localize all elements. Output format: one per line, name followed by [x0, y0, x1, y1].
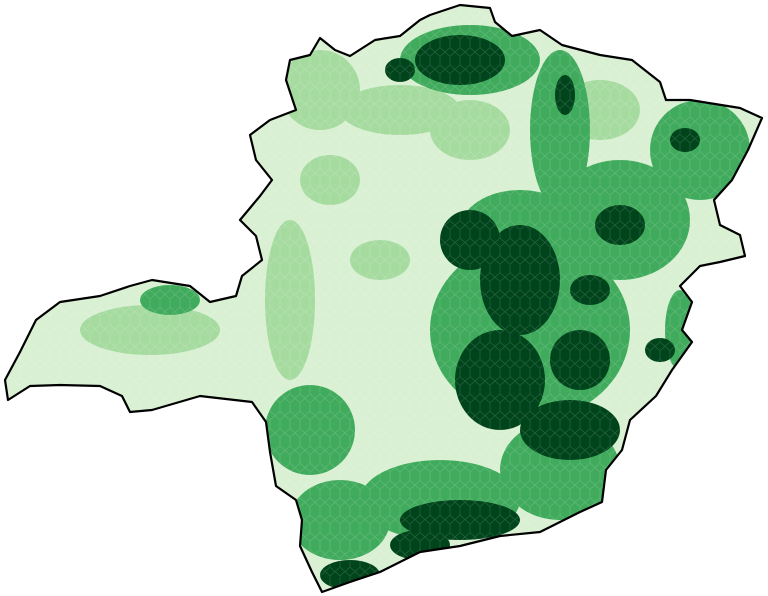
- state-border: [3, 3, 764, 594]
